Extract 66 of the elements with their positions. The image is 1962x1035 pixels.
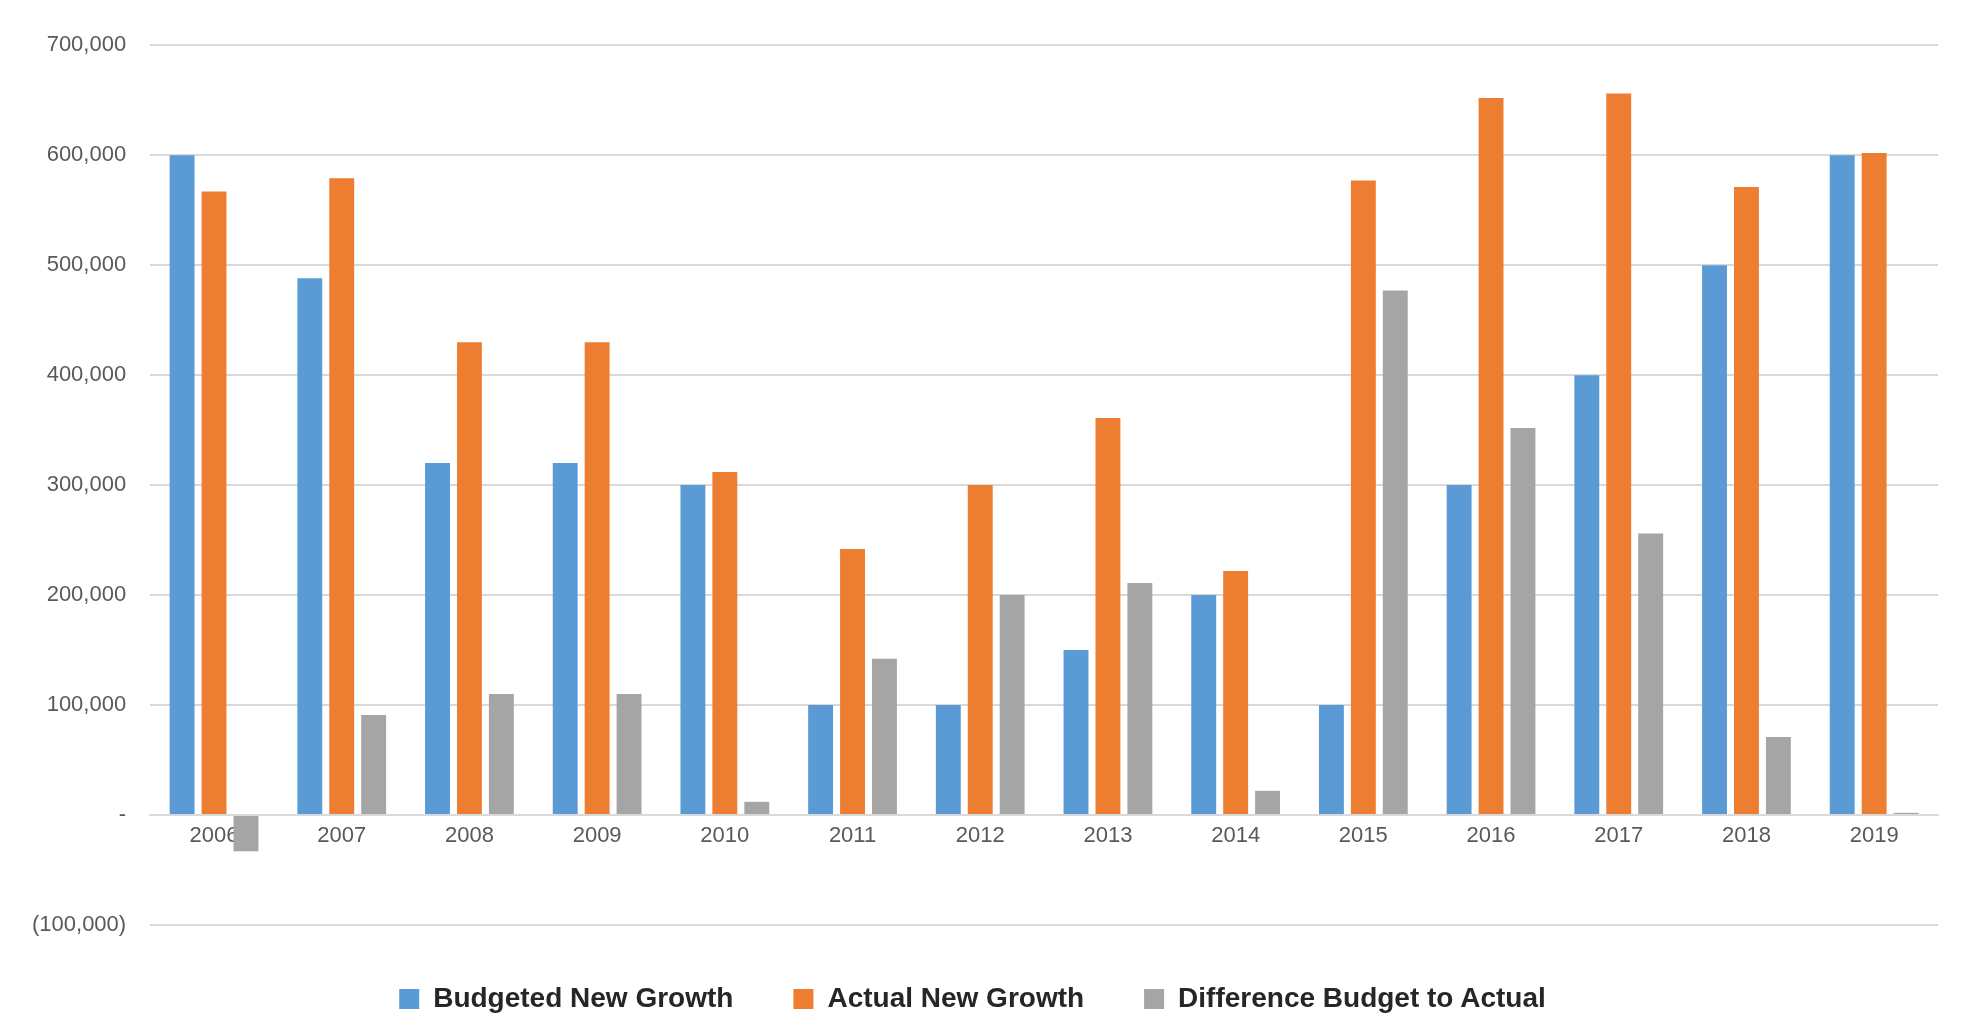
bar bbox=[1606, 93, 1632, 815]
bar bbox=[1255, 790, 1281, 815]
bar bbox=[967, 485, 993, 815]
x-tick-label: 2014 bbox=[1211, 822, 1261, 848]
bar bbox=[1318, 705, 1344, 815]
bar bbox=[1446, 485, 1472, 815]
y-tick-label: - bbox=[118, 801, 127, 827]
x-tick-label: 2012 bbox=[955, 822, 1005, 848]
bar bbox=[999, 595, 1025, 815]
bar bbox=[425, 463, 450, 815]
bar bbox=[935, 705, 961, 815]
bar bbox=[1765, 736, 1791, 815]
y-tick-label: 200,000 bbox=[46, 581, 127, 607]
bar bbox=[456, 342, 482, 815]
y-tick-label: (100,000) bbox=[31, 911, 127, 937]
bar bbox=[488, 694, 514, 815]
x-tick-label: 2010 bbox=[700, 822, 750, 848]
bar bbox=[169, 155, 195, 815]
bar bbox=[808, 705, 834, 815]
bar bbox=[1829, 155, 1855, 815]
y-tick-label: 600,000 bbox=[46, 141, 127, 167]
bar bbox=[1638, 533, 1664, 815]
x-tick-label: 2008 bbox=[444, 822, 494, 848]
bar bbox=[1382, 290, 1408, 815]
legend-label: Actual New Growth bbox=[827, 981, 1085, 1013]
y-tick-label: 100,000 bbox=[46, 691, 127, 717]
bar bbox=[1478, 97, 1504, 815]
bar bbox=[552, 463, 578, 815]
bar bbox=[1223, 570, 1249, 815]
bar bbox=[361, 714, 387, 815]
bar bbox=[1063, 650, 1089, 815]
bar bbox=[1127, 582, 1153, 815]
legend-label: Budgeted New Growth bbox=[433, 981, 734, 1013]
bar bbox=[744, 801, 770, 815]
x-tick-label: 2016 bbox=[1466, 822, 1516, 848]
x-tick-label: 2018 bbox=[1721, 822, 1771, 848]
y-tick-label: 400,000 bbox=[46, 361, 127, 387]
bar bbox=[1734, 187, 1759, 815]
bar bbox=[712, 471, 738, 815]
y-tick-label: 300,000 bbox=[46, 471, 127, 497]
bar bbox=[297, 278, 323, 815]
bar bbox=[1574, 375, 1600, 815]
bar bbox=[1350, 180, 1376, 815]
bar bbox=[201, 191, 227, 815]
legend-label: Difference Budget to Actual bbox=[1178, 981, 1546, 1013]
bar bbox=[329, 178, 355, 815]
bar bbox=[584, 342, 610, 815]
bar bbox=[840, 548, 865, 815]
x-tick-label: 2007 bbox=[317, 822, 367, 848]
bar bbox=[233, 816, 259, 852]
bar bbox=[680, 485, 706, 815]
x-tick-label: 2019 bbox=[1849, 822, 1899, 848]
bar bbox=[1861, 152, 1887, 815]
x-tick-label: 2017 bbox=[1594, 822, 1644, 848]
bar bbox=[872, 658, 897, 815]
x-tick-label: 2011 bbox=[828, 822, 877, 848]
x-tick-label: 2013 bbox=[1083, 822, 1133, 848]
x-tick-label: 2015 bbox=[1338, 822, 1388, 848]
y-tick-label: 700,000 bbox=[46, 31, 127, 57]
bar bbox=[1702, 265, 1727, 815]
bar bbox=[616, 694, 642, 815]
bar bbox=[1510, 427, 1536, 815]
bar bbox=[1095, 418, 1121, 815]
y-tick-label: 500,000 bbox=[46, 251, 127, 277]
x-tick-label: 2009 bbox=[572, 822, 622, 848]
bar bbox=[1191, 595, 1217, 815]
